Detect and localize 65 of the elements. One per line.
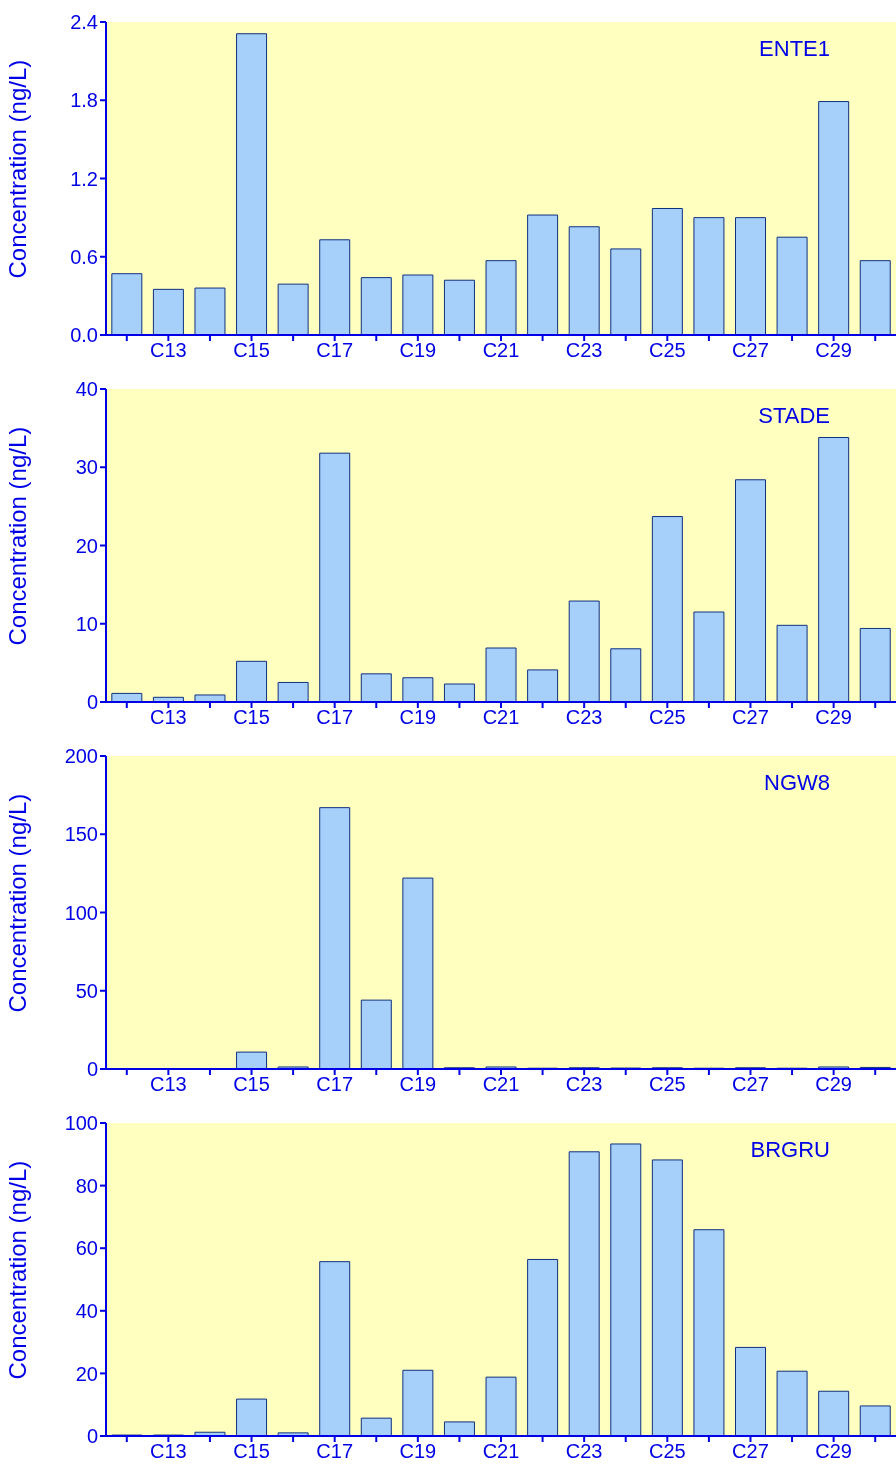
x-tick-label: C27: [732, 1073, 769, 1096]
x-tick-label: C19: [399, 1073, 437, 1096]
y-axis-title: Concentration (ng/L): [3, 1160, 31, 1380]
y-tick-label: 0: [86, 691, 98, 714]
x-tick-label: C23: [565, 339, 603, 362]
x-tick-label: C29: [815, 1073, 852, 1096]
y-axis-title: Concentration (ng/L): [3, 793, 31, 1013]
y-tick-label: 100: [64, 901, 98, 924]
y-tick-label: 1.2: [70, 167, 98, 190]
x-tick-label: C21: [482, 706, 520, 729]
x-tick-label: C25: [648, 706, 686, 729]
x-tick-label: C17: [316, 706, 354, 729]
x-tick-label: C27: [732, 339, 769, 362]
x-tick-label: C19: [399, 339, 437, 362]
y-tick-label: 20: [75, 1362, 98, 1385]
x-tick-label: C19: [399, 1440, 437, 1463]
x-tick-label: C15: [233, 706, 270, 729]
x-tick-label: C17: [316, 1073, 354, 1096]
x-tick-label: C29: [815, 339, 852, 362]
x-tick-label: C21: [482, 1440, 520, 1463]
y-tick-label: 150: [64, 823, 98, 846]
x-tick-label: C13: [150, 1073, 187, 1096]
y-axis-title: Concentration (ng/L): [3, 426, 31, 646]
x-tick-label: C23: [565, 706, 603, 729]
x-tick-label: C17: [316, 1440, 354, 1463]
y-tick-label: 0.6: [70, 245, 98, 268]
x-tick-label: C29: [815, 706, 852, 729]
text: NGW8: [764, 770, 830, 796]
y-tick-label: 20: [75, 534, 98, 557]
text: BRGRU: [750, 1137, 830, 1163]
y-tick-label: 60: [75, 1237, 98, 1260]
y-tick-label: 200: [64, 745, 98, 768]
y-tick-label: 50: [75, 979, 98, 1002]
x-tick-label: C23: [565, 1440, 603, 1463]
text: STADE: [758, 403, 830, 429]
x-tick-label: C29: [815, 1440, 852, 1463]
x-tick-label: C15: [233, 1440, 270, 1463]
x-tick-label: C15: [233, 1073, 270, 1096]
x-tick-label: C21: [482, 1073, 520, 1096]
x-tick-label: C17: [316, 339, 354, 362]
y-tick-label: 0.0: [70, 324, 98, 347]
x-tick-label: C25: [648, 1440, 686, 1463]
x-tick-label: C19: [399, 706, 437, 729]
text: ENTE1: [759, 36, 830, 62]
x-tick-label: C25: [648, 1073, 686, 1096]
y-tick-label: 40: [75, 1299, 98, 1322]
y-tick-label: 100: [64, 1112, 98, 1135]
y-tick-label: 10: [75, 612, 98, 635]
y-tick-label: 1.8: [70, 89, 98, 112]
x-tick-label: C25: [648, 339, 686, 362]
x-tick-label: C27: [732, 1440, 769, 1463]
x-tick-label: C13: [150, 1440, 187, 1463]
y-tick-label: 0: [86, 1425, 98, 1448]
x-tick-label: C13: [150, 339, 187, 362]
y-tick-label: 40: [75, 378, 98, 401]
x-tick-label: C21: [482, 339, 520, 362]
x-tick-label: C15: [233, 339, 270, 362]
y-tick-label: 2.4: [70, 11, 98, 34]
y-tick-label: 80: [75, 1174, 98, 1197]
y-tick-label: 30: [75, 456, 98, 479]
y-tick-label: 0: [86, 1058, 98, 1081]
y-axis-title: Concentration (ng/L): [3, 59, 31, 279]
x-tick-label: C27: [732, 706, 769, 729]
x-tick-label: C13: [150, 706, 187, 729]
x-tick-label: C23: [565, 1073, 603, 1096]
